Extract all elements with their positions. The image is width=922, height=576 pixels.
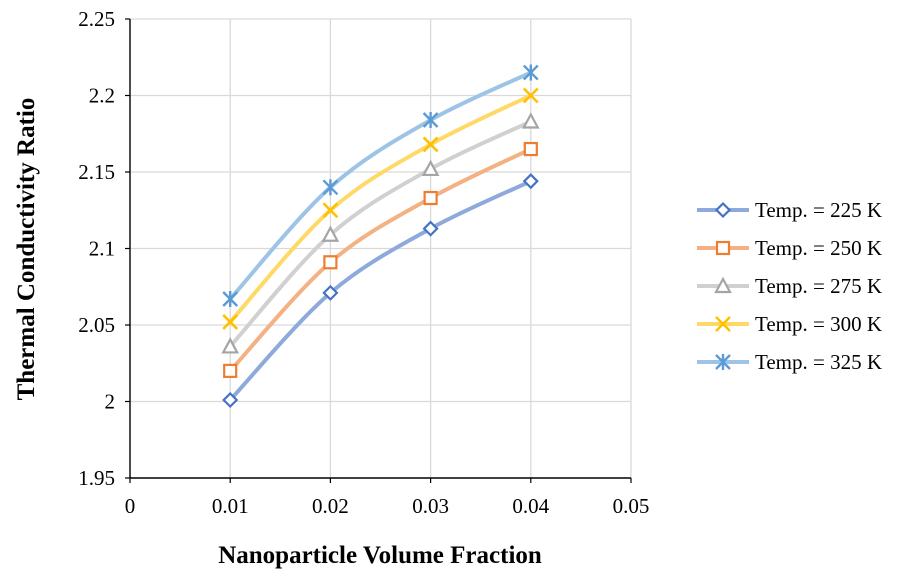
y-axis-title: Thermal Conductivity Ratio (13, 98, 40, 401)
series-3 (221, 112, 540, 354)
legend: Temp. = 225 K Temp. = 250 K Temp. = 275 K T… (697, 198, 882, 374)
y-tick-label: 2.25 (78, 7, 115, 31)
legend-item: Temp. = 325 K (697, 350, 882, 374)
x-tick-label: 0.02 (312, 494, 349, 518)
data-point (422, 220, 439, 237)
legend-item: Temp. = 250 K (697, 236, 882, 260)
series-line (228, 93, 533, 324)
x-axis-title: Nanoparticle Volume Fraction (218, 542, 542, 569)
tick-layer: 0 0.01 0.02 0.03 0.04 0.05 1.95 2 2.05 2.1 2.15 2.2… (78, 7, 649, 518)
legend-marker (715, 354, 731, 370)
legend-item: Temp. = 225 K (697, 198, 882, 222)
legend-item: Temp. = 275 K (697, 274, 882, 298)
series-line (228, 70, 533, 301)
y-tick-label: 2.1 (89, 237, 115, 261)
series-line (228, 119, 533, 349)
data-point (521, 112, 540, 129)
legend-label: Temp. = 250 K (755, 236, 882, 260)
series-4 (222, 87, 539, 330)
data-point (522, 64, 539, 81)
legend-marker (714, 201, 732, 219)
y-tick-label: 2.2 (89, 84, 115, 108)
series-line (228, 179, 533, 402)
data-point (523, 141, 538, 157)
x-tick-label: 0.04 (512, 494, 549, 518)
legend-label: Temp. = 275 K (755, 274, 882, 298)
y-tick-label: 2.05 (78, 313, 115, 337)
data-point (423, 190, 438, 206)
series-line (228, 147, 533, 373)
data-point (321, 225, 340, 242)
data-point (322, 202, 339, 219)
legend-label: Temp. = 225 K (755, 198, 882, 222)
grid-layer (130, 18, 632, 478)
y-tick-label: 2.15 (78, 160, 115, 184)
data-point (323, 255, 338, 270)
data-point (522, 173, 539, 190)
data-point (222, 391, 239, 409)
legend-label: Temp. = 325 K (755, 350, 882, 374)
legend-item: Temp. = 300 K (697, 312, 882, 336)
series-2 (223, 141, 538, 378)
legend-marker (715, 316, 731, 332)
legend-label: Temp. = 300 K (755, 312, 882, 336)
legend-marker (714, 276, 732, 294)
y-tick-label: 2 (105, 390, 116, 414)
x-tick-label: 0.05 (613, 494, 650, 518)
x-tick-label: 0.03 (412, 494, 449, 518)
series-layer (221, 64, 540, 409)
data-point (522, 87, 539, 104)
data-point (222, 290, 239, 307)
data-point (422, 111, 439, 128)
series-5 (222, 64, 539, 307)
data-point (322, 179, 339, 196)
data-point (422, 136, 439, 153)
data-point (222, 314, 239, 330)
series-1 (222, 173, 539, 409)
data-point (223, 363, 238, 378)
data-point (322, 284, 339, 301)
legend-marker (715, 240, 731, 256)
y-tick-label: 1.95 (78, 466, 115, 490)
data-point (221, 337, 240, 354)
x-tick-label: 0.01 (212, 494, 249, 518)
x-tick-label: 0 (125, 494, 136, 518)
data-point (421, 159, 440, 177)
